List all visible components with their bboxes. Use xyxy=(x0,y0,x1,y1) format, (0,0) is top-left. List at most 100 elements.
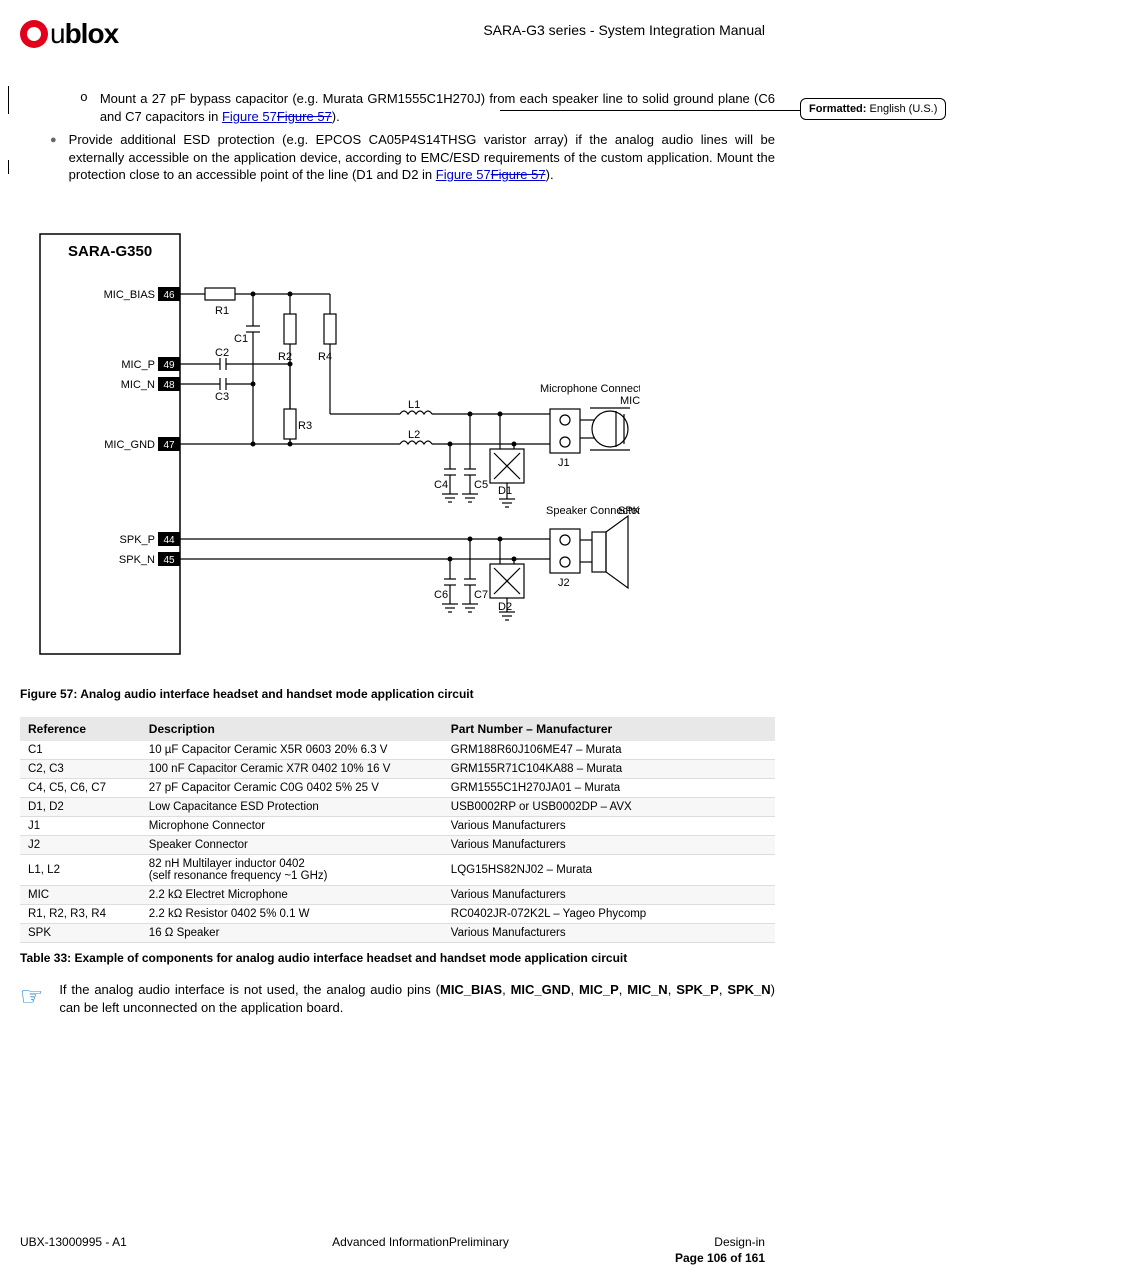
table-cell: 10 µF Capacitor Ceramic X5R 0603 20% 6.3… xyxy=(141,741,443,760)
diagram-title: SARA-G350 xyxy=(68,243,152,260)
table-cell: LQG15HS82NJ02 – Murata xyxy=(443,854,775,885)
body-text: ). xyxy=(332,109,340,124)
table-cell: GRM155R71C104KA88 – Murata xyxy=(443,759,775,778)
svg-text:Microphone Connector: Microphone Connector xyxy=(540,383,640,395)
svg-text:R2: R2 xyxy=(278,351,292,363)
table-cell: C1 xyxy=(20,741,141,760)
svg-text:J2: J2 xyxy=(558,577,570,589)
table-cell: 100 nF Capacitor Ceramic X7R 0402 10% 16… xyxy=(141,759,443,778)
footer: UBX-13000995 - A1 Advanced InformationPr… xyxy=(20,1235,765,1265)
table-cell: 27 pF Capacitor Ceramic C0G 0402 5% 25 V xyxy=(141,778,443,797)
table-cell: 82 nH Multilayer inductor 0402 (self res… xyxy=(141,854,443,885)
svg-text:L2: L2 xyxy=(408,429,420,441)
list-item: o Mount a 27 pF bypass capacitor (e.g. M… xyxy=(80,90,775,125)
table-cell: R1, R2, R3, R4 xyxy=(20,904,141,923)
svg-text:C5: C5 xyxy=(474,479,488,491)
comment-label: Formatted: xyxy=(809,103,866,115)
svg-text:C2: C2 xyxy=(215,347,229,359)
table-cell: Speaker Connector xyxy=(141,835,443,854)
table-row: L1, L282 nH Multilayer inductor 0402 (se… xyxy=(20,854,775,885)
table-cell: Various Manufacturers xyxy=(443,816,775,835)
note-text: If the analog audio interface is not use… xyxy=(59,981,775,1017)
table-cell: J2 xyxy=(20,835,141,854)
table-cell: Various Manufacturers xyxy=(443,923,775,942)
table-row: J1Microphone ConnectorVarious Manufactur… xyxy=(20,816,775,835)
svg-text:MIC_N: MIC_N xyxy=(121,379,155,391)
table-row: C4, C5, C6, C727 pF Capacitor Ceramic C0… xyxy=(20,778,775,797)
table-cell: GRM188R60J106ME47 – Murata xyxy=(443,741,775,760)
pointer-icon: ☞ xyxy=(20,981,43,1017)
svg-text:MIC_P: MIC_P xyxy=(121,359,155,371)
table-caption: Table 33: Example of components for anal… xyxy=(20,951,775,965)
deleted-text: Figure 57 xyxy=(277,109,332,124)
table-row: MIC2.2 kΩ Electret MicrophoneVarious Man… xyxy=(20,885,775,904)
circuit-diagram: SARA-G350 MIC_BIAS 46MIC_P 49MIC_N 48MIC… xyxy=(20,214,775,677)
svg-text:C1: C1 xyxy=(234,333,248,345)
svg-text:D2: D2 xyxy=(498,601,512,613)
logo-icon xyxy=(20,20,48,48)
table-cell: C2, C3 xyxy=(20,759,141,778)
table-row: C2, C3100 nF Capacitor Ceramic X7R 0402 … xyxy=(20,759,775,778)
svg-text:L1: L1 xyxy=(408,399,420,411)
svg-text:SPK: SPK xyxy=(618,505,640,517)
svg-text:47: 47 xyxy=(163,440,175,451)
comment-connector xyxy=(500,110,800,111)
table-cell: 16 Ω Speaker xyxy=(141,923,443,942)
logo: ublox xyxy=(20,18,118,50)
revision-bar xyxy=(8,160,9,174)
svg-text:SPK_N: SPK_N xyxy=(119,554,155,566)
table-row: C110 µF Capacitor Ceramic X5R 0603 20% 6… xyxy=(20,741,775,760)
svg-text:R4: R4 xyxy=(318,351,332,363)
table-cell: GRM1555C1H270JA01 – Murata xyxy=(443,778,775,797)
body-text: ). xyxy=(546,167,554,182)
table-cell: L1, L2 xyxy=(20,854,141,885)
footer-left: UBX-13000995 - A1 xyxy=(20,1235,127,1249)
svg-text:49: 49 xyxy=(163,360,175,371)
svg-text:MIC: MIC xyxy=(620,395,640,407)
svg-text:MIC_GND: MIC_GND xyxy=(104,439,155,451)
table-cell: 2.2 kΩ Electret Microphone xyxy=(141,885,443,904)
comment-box: Formatted: English (U.S.) xyxy=(800,98,946,120)
svg-text:R3: R3 xyxy=(298,420,312,432)
table-header: Part Number – Manufacturer xyxy=(443,717,775,741)
svg-text:R1: R1 xyxy=(215,305,229,317)
svg-text:SPK_P: SPK_P xyxy=(120,534,155,546)
svg-text:48: 48 xyxy=(163,380,175,391)
table-cell: Various Manufacturers xyxy=(443,835,775,854)
svg-text:C4: C4 xyxy=(434,479,448,491)
svg-text:C6: C6 xyxy=(434,589,448,601)
svg-text:J1: J1 xyxy=(558,457,570,469)
footer-center: Advanced InformationPreliminary xyxy=(332,1235,509,1249)
table-row: R1, R2, R3, R42.2 kΩ Resistor 0402 5% 0.… xyxy=(20,904,775,923)
table-cell: Microphone Connector xyxy=(141,816,443,835)
table-cell: USB0002RP or USB0002DP – AVX xyxy=(443,797,775,816)
note: ☞ If the analog audio interface is not u… xyxy=(20,981,775,1017)
svg-text:C7: C7 xyxy=(474,589,488,601)
footer-page: Page 106 of 161 xyxy=(20,1251,765,1265)
table-row: D1, D2Low Capacitance ESD ProtectionUSB0… xyxy=(20,797,775,816)
doc-title: SARA-G3 series - System Integration Manu… xyxy=(483,22,765,38)
svg-text:45: 45 xyxy=(163,555,175,566)
parts-table: ReferenceDescriptionPart Number – Manufa… xyxy=(20,717,775,943)
table-cell: SPK xyxy=(20,923,141,942)
bullet-marker: o xyxy=(80,90,88,125)
table-cell: RC0402JR-072K2L – Yageo Phycomp xyxy=(443,904,775,923)
deleted-text: Figure 57 xyxy=(491,167,546,182)
comment-value: English (U.S.) xyxy=(870,103,938,115)
svg-text:MIC_BIAS: MIC_BIAS xyxy=(104,289,155,301)
figure-link[interactable]: Figure 57 xyxy=(436,167,491,182)
table-cell: J1 xyxy=(20,816,141,835)
revision-bar xyxy=(8,86,9,114)
table-row: J2Speaker ConnectorVarious Manufacturers xyxy=(20,835,775,854)
body-text: Provide additional ESD protection (e.g. … xyxy=(69,132,775,182)
logo-text: ublox xyxy=(50,18,118,50)
footer-right: Design-in xyxy=(714,1235,765,1249)
svg-text:44: 44 xyxy=(163,535,175,546)
table-cell: Various Manufacturers xyxy=(443,885,775,904)
table-cell: 2.2 kΩ Resistor 0402 5% 0.1 W xyxy=(141,904,443,923)
table-cell: Low Capacitance ESD Protection xyxy=(141,797,443,816)
table-header: Description xyxy=(141,717,443,741)
table-row: SPK16 Ω SpeakerVarious Manufacturers xyxy=(20,923,775,942)
table-cell: D1, D2 xyxy=(20,797,141,816)
figure-link[interactable]: Figure 57 xyxy=(222,109,277,124)
